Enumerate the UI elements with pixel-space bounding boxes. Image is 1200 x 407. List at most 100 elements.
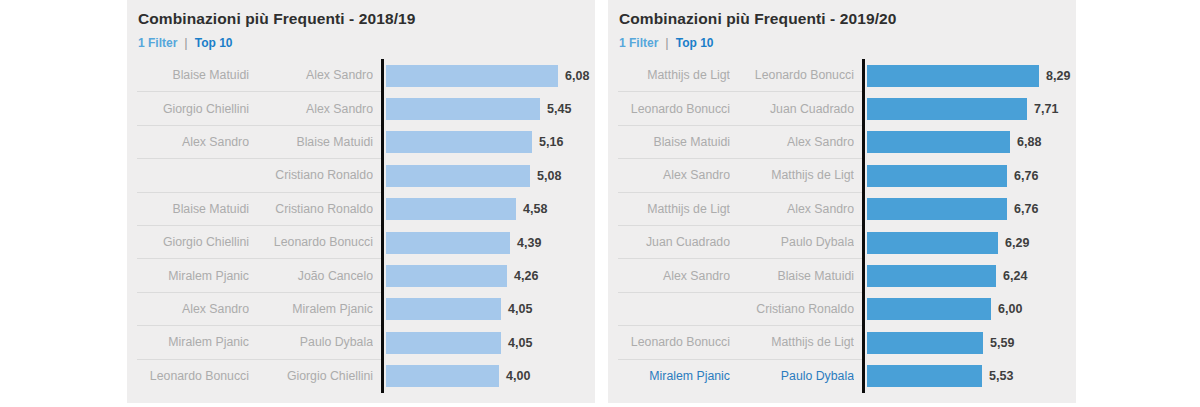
chart-row[interactable]: Miralem PjanicJoão Cancelo4,26 xyxy=(137,259,585,292)
chart-row[interactable]: Alex Sandro Matthijs de Ligt 6,76 xyxy=(618,159,1066,192)
chart-row[interactable]: Giorgio ChielliniAlex Sandro5,45 xyxy=(137,92,585,125)
player-pair: Matthijs de LigtAlex Sandro xyxy=(618,193,862,226)
player2-label: Miralem Pjanic xyxy=(259,302,373,316)
player-pair: Leonardo Bonucci Juan Cuadrado xyxy=(618,92,862,125)
value-label: 4,39 xyxy=(517,236,541,250)
bar-cell: 6,29 xyxy=(862,226,1066,259)
top10-link[interactable]: Top 10 xyxy=(676,36,714,50)
player-pair: Cristiano Ronaldo xyxy=(618,293,862,326)
bar-cell: 4,05 xyxy=(381,326,585,359)
frequency-bar[interactable] xyxy=(386,198,516,220)
chart-row[interactable]: Cristiano Ronaldo 6,00 xyxy=(618,293,1066,326)
player1-label: Juan Cuadrado xyxy=(618,235,730,249)
frequency-bar[interactable] xyxy=(386,232,510,254)
value-label: 6,76 xyxy=(1014,169,1038,183)
player2-label: Blaise Matuidi xyxy=(259,135,373,149)
chart-row[interactable]: Juan Cuadrado Paulo Dybala 6,29 xyxy=(618,226,1066,259)
frequency-bar[interactable] xyxy=(867,198,1007,220)
player1-label: Leonardo Bonucci xyxy=(618,102,730,116)
bar-cell: 6,00 xyxy=(862,293,1066,326)
top10-link[interactable]: Top 10 xyxy=(195,36,233,50)
bar-cell: 4,58 xyxy=(381,193,585,226)
player2-label: Alex Sandro xyxy=(259,102,373,116)
player-pair: Blaise MatuidiAlex Sandro xyxy=(618,126,862,159)
bar-cell: 4,39 xyxy=(381,226,585,259)
value-label: 5,08 xyxy=(537,169,561,183)
chart-row[interactable]: Blaise MatuidiAlex Sandro6,08 xyxy=(137,59,585,92)
player-pair: Alex SandroMiralem Pjanic xyxy=(137,293,381,326)
player-pair: Alex Sandro Matthijs de Ligt xyxy=(618,159,862,192)
player2-label: Matthijs de Ligt xyxy=(740,168,854,182)
chart-row[interactable]: Matthijs de LigtAlex Sandro6,76 xyxy=(618,193,1066,226)
bar-cell: 6,76 xyxy=(862,193,1066,226)
frequency-bar[interactable] xyxy=(867,165,1007,187)
filter-bar: 1 Filter | Top 10 xyxy=(619,35,1066,50)
player-pair: Giorgio ChielliniLeonardo Bonucci xyxy=(137,226,381,259)
frequency-bar[interactable] xyxy=(386,265,507,287)
chart-row[interactable]: Leonardo Bonucci Juan Cuadrado 7,71 xyxy=(618,92,1066,125)
player2-label: Juan Cuadrado xyxy=(740,102,854,116)
chart-row[interactable]: Alex SandroBlaise Matuidi6,24 xyxy=(618,259,1066,292)
player-pair: Juan Cuadrado Paulo Dybala xyxy=(618,226,862,259)
frequency-bar[interactable] xyxy=(867,365,982,387)
frequency-bar[interactable] xyxy=(867,332,983,354)
chart-row[interactable]: Giorgio ChielliniLeonardo Bonucci 4,39 xyxy=(137,226,585,259)
player1-label: Leonardo Bonucci xyxy=(618,335,730,349)
frequency-bar[interactable] xyxy=(386,298,501,320)
frequency-bar[interactable] xyxy=(386,165,530,187)
bar-cell: 5,16 xyxy=(381,126,585,159)
value-label: 5,59 xyxy=(990,336,1014,350)
frequency-bar[interactable] xyxy=(867,98,1027,120)
player1-label: Miralem Pjanic xyxy=(137,335,249,349)
chart-row[interactable]: Miralem PjanicPaulo Dybala5,53 xyxy=(618,360,1066,393)
player-pair: Leonardo BonucciMatthijs de Ligt xyxy=(618,326,862,359)
chart-row[interactable]: Alex SandroBlaise Matuidi5,16 xyxy=(137,126,585,159)
value-label: 5,16 xyxy=(539,135,563,149)
chart-row[interactable]: Miralem Pjanic Paulo Dybala 4,05 xyxy=(137,326,585,359)
value-label: 4,05 xyxy=(508,302,532,316)
dashboard-page: Combinazioni più Frequenti - 2018/19 1 F… xyxy=(0,0,1200,407)
chart-panel-2018-19: Combinazioni più Frequenti - 2018/19 1 F… xyxy=(127,0,595,403)
bar-cell: 5,45 xyxy=(381,92,585,125)
player2-label: Cristiano Ronaldo xyxy=(259,202,373,216)
value-label: 4,05 xyxy=(508,336,532,350)
value-label: 6,00 xyxy=(998,302,1022,316)
player1-label: Alex Sandro xyxy=(618,168,730,182)
frequency-bar[interactable] xyxy=(867,298,991,320)
player2-label: Cristiano Ronaldo xyxy=(740,302,854,316)
player2-label: Leonardo Bonucci xyxy=(740,68,854,82)
player2-label: Paulo Dybala xyxy=(740,235,854,249)
player-pair: Miralem Pjanic Paulo Dybala xyxy=(137,326,381,359)
frequency-bar[interactable] xyxy=(386,131,532,153)
chart-row[interactable]: Leonardo BonucciMatthijs de Ligt 5,59 xyxy=(618,326,1066,359)
bar-chart-2019-20: Matthijs de LigtLeonardo Bonucci8,29Leon… xyxy=(618,59,1066,393)
frequency-bar[interactable] xyxy=(386,65,558,87)
chart-row[interactable]: Leonardo BonucciGiorgio Chiellini4,00 xyxy=(137,360,585,393)
frequency-bar[interactable] xyxy=(867,65,1039,87)
filter-link[interactable]: 1 Filter xyxy=(138,36,177,50)
frequency-bar[interactable] xyxy=(867,131,1010,153)
filter-link[interactable]: 1 Filter xyxy=(619,36,658,50)
bar-cell: 4,05 xyxy=(381,293,585,326)
player1-label: Miralem Pjanic xyxy=(618,369,730,383)
chart-row[interactable]: Blaise Matuidi Cristiano Ronaldo 4,58 xyxy=(137,193,585,226)
frequency-bar[interactable] xyxy=(386,365,499,387)
chart-row[interactable]: Alex SandroMiralem Pjanic 4,05 xyxy=(137,293,585,326)
player1-label: Miralem Pjanic xyxy=(137,269,249,283)
frequency-bar[interactable] xyxy=(386,98,540,120)
chart-row[interactable]: Cristiano Ronaldo5,08 xyxy=(137,159,585,192)
chart-row[interactable]: Matthijs de LigtLeonardo Bonucci8,29 xyxy=(618,59,1066,92)
player-pair: Alex SandroBlaise Matuidi xyxy=(618,259,862,292)
player2-label: Paulo Dybala xyxy=(259,335,373,349)
value-label: 4,58 xyxy=(523,202,547,216)
frequency-bar[interactable] xyxy=(386,332,501,354)
frequency-bar[interactable] xyxy=(867,265,996,287)
bar-cell: 7,71 xyxy=(862,92,1066,125)
chart-row[interactable]: Blaise MatuidiAlex Sandro6,88 xyxy=(618,126,1066,159)
bar-cell: 5,53 xyxy=(862,360,1066,393)
player1-label: Blaise Matuidi xyxy=(137,202,249,216)
frequency-bar[interactable] xyxy=(867,232,998,254)
player1-label: Leonardo Bonucci xyxy=(137,369,249,383)
value-label: 7,71 xyxy=(1034,102,1058,116)
player2-label: Alex Sandro xyxy=(740,202,854,216)
